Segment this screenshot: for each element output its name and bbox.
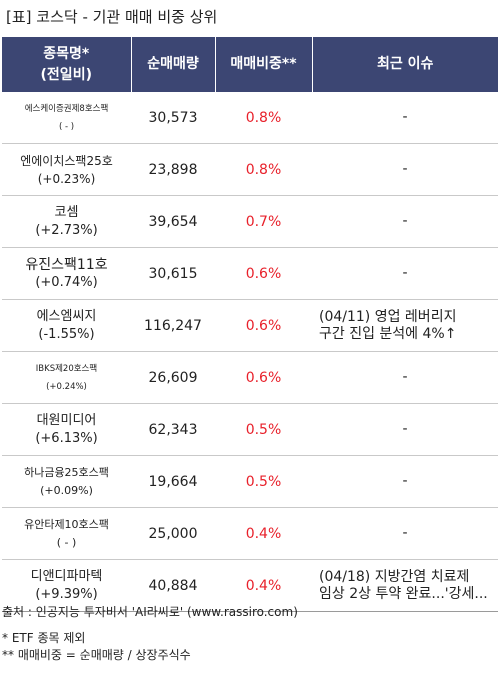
ratio-formula-note: ** 매매비중 = 순매매량 / 상장주식수 [2, 648, 191, 662]
header-recent-issue: 최근 이슈 [312, 37, 498, 92]
stock-change: (+9.39%) [35, 586, 98, 602]
trade-ratio: 0.5% [215, 403, 312, 456]
stock-change: (-1.55%) [38, 326, 95, 342]
header-net-volume: 순매매량 [131, 37, 216, 92]
issue-line-1: - [402, 369, 408, 385]
institution-trading-table: 종목명* (전일비) 순매매량 매매비중** 최근 이슈 에스케이증권제8호스팩… [2, 37, 498, 612]
trade-ratio: 0.6% [215, 351, 312, 404]
trade-ratio: 0.4% [215, 559, 312, 612]
net-volume: 26,609 [131, 351, 215, 404]
table-row: 디앤디파마텍 (+9.39%) 40,884 0.4% (04/18) 지방간염… [2, 559, 498, 612]
table-title: [표] 코스닥 - 기관 매매 비중 상위 [6, 8, 218, 26]
stock-name: 에스케이증권제8호스팩 [24, 103, 109, 114]
table-row: 유진스팩11호 (+0.74%) 30,615 0.6% - [2, 247, 498, 300]
stock-name-cell: 코셈 (+2.73%) [2, 195, 131, 248]
stock-name-cell: 에스케이증권제8호스팩 ( - ) [2, 92, 131, 144]
stock-change: (+2.73%) [35, 222, 98, 238]
recent-issue[interactable]: (04/11) 영업 레버리지 구간 진입 분석에 4%↑ [312, 299, 498, 352]
issue-line-2: 임상 2상 투약 완료...'강세... [319, 585, 488, 602]
trade-ratio: 0.4% [215, 507, 312, 560]
stock-name: 코셈 [54, 204, 79, 220]
stock-change: ( - ) [56, 535, 77, 549]
trade-ratio: 0.8% [215, 92, 312, 144]
table-footer: 출처 : 인공지능 투자비서 'AI라씨로' (www.rassiro.com)… [2, 604, 298, 664]
stock-name-cell: 에스엠씨지 (-1.55%) [2, 299, 131, 352]
trade-ratio: 0.6% [215, 247, 312, 300]
issue-line-1: (04/11) 영업 레버리지 [319, 308, 457, 325]
net-volume: 25,000 [131, 507, 215, 560]
issue-line-1: (04/18) 지방간염 치료제 [319, 568, 470, 585]
stock-name: 대원미디어 [36, 412, 97, 428]
issue-line-2: 구간 진입 분석에 4%↑ [319, 325, 457, 342]
stock-change: (+0.74%) [35, 274, 98, 290]
recent-issue: - [312, 403, 498, 456]
table-row: 엔에이치스팩25호 (+0.23%) 23,898 0.8% - [2, 143, 498, 196]
issue-line-1: - [402, 109, 408, 125]
stock-name: 하나금융25호스팩 [24, 465, 109, 479]
table-row: 유안타제10호스팩 ( - ) 25,000 0.4% - [2, 507, 498, 560]
net-volume: 39,654 [131, 195, 215, 248]
header-prev-day-label: (전일비) [40, 66, 92, 83]
net-volume: 23,898 [131, 143, 215, 196]
trade-ratio: 0.6% [215, 299, 312, 352]
table-row: 대원미디어 (+6.13%) 62,343 0.5% - [2, 403, 498, 456]
trade-ratio: 0.7% [215, 195, 312, 248]
recent-issue: - [312, 195, 498, 248]
stock-change: (+6.13%) [35, 430, 98, 446]
stock-change: (+0.24%) [46, 381, 87, 392]
etf-note: * ETF 종목 제외 [2, 631, 86, 645]
recent-issue: - [312, 92, 498, 144]
header-trade-ratio: 매매비중** [215, 37, 313, 92]
issue-line-1: - [402, 525, 408, 541]
stock-name: 엔에이치스팩25호 [20, 153, 113, 168]
trade-ratio: 0.8% [215, 143, 312, 196]
issue-line-1: - [402, 421, 408, 437]
stock-name: 유진스팩11호 [25, 256, 108, 273]
stock-name-cell: IBKS제20호스팩 (+0.24%) [2, 351, 131, 404]
recent-issue: - [312, 351, 498, 404]
recent-issue: - [312, 247, 498, 300]
header-stock-name: 종목명* (전일비) [2, 37, 132, 92]
table-row: 에스엠씨지 (-1.55%) 116,247 0.6% (04/11) 영업 레… [2, 299, 498, 352]
recent-issue: - [312, 143, 498, 196]
table-header-row: 종목명* (전일비) 순매매량 매매비중** 최근 이슈 [2, 37, 498, 92]
stock-name: 에스엠씨지 [36, 308, 97, 324]
source-note: 출처 : 인공지능 투자비서 'AI라씨로' (www.rassiro.com) [2, 605, 298, 619]
stock-name-cell: 유진스팩11호 (+0.74%) [2, 247, 131, 300]
recent-issue: - [312, 455, 498, 508]
recent-issue[interactable]: (04/18) 지방간염 치료제 임상 2상 투약 완료...'강세... [312, 559, 498, 612]
issue-line-1: - [402, 213, 408, 229]
stock-name-cell: 유안타제10호스팩 ( - ) [2, 507, 131, 560]
stock-name-cell: 엔에이치스팩25호 (+0.23%) [2, 143, 131, 196]
stock-change: (+0.23%) [37, 171, 96, 186]
net-volume: 62,343 [131, 403, 215, 456]
table-row: 에스케이증권제8호스팩 ( - ) 30,573 0.8% - [2, 92, 498, 144]
net-volume: 19,664 [131, 455, 215, 508]
stock-name: 유안타제10호스팩 [24, 517, 109, 531]
trade-ratio: 0.5% [215, 455, 312, 508]
stock-change: (+0.09%) [40, 483, 93, 497]
stock-name: 디앤디파마텍 [30, 568, 103, 584]
footer-spacer [2, 621, 298, 630]
net-volume: 30,615 [131, 247, 215, 300]
net-volume: 30,573 [131, 92, 215, 144]
stock-name-cell: 대원미디어 (+6.13%) [2, 403, 131, 456]
stock-change: ( - ) [58, 121, 75, 132]
issue-line-1: - [402, 265, 408, 281]
table-row: IBKS제20호스팩 (+0.24%) 26,609 0.6% - [2, 351, 498, 404]
stock-name-cell: 하나금융25호스팩 (+0.09%) [2, 455, 131, 508]
net-volume: 40,884 [131, 559, 215, 612]
net-volume: 116,247 [131, 299, 215, 352]
issue-line-1: - [402, 473, 408, 489]
table-row: 하나금융25호스팩 (+0.09%) 19,664 0.5% - [2, 455, 498, 508]
issue-line-1: - [402, 161, 408, 177]
recent-issue: - [312, 507, 498, 560]
stock-name: IBKS제20호스팩 [35, 363, 98, 374]
stock-name-cell: 디앤디파마텍 (+9.39%) [2, 559, 131, 612]
header-stock-name-label: 종목명* [43, 45, 90, 62]
table-row: 코셈 (+2.73%) 39,654 0.7% - [2, 195, 498, 248]
